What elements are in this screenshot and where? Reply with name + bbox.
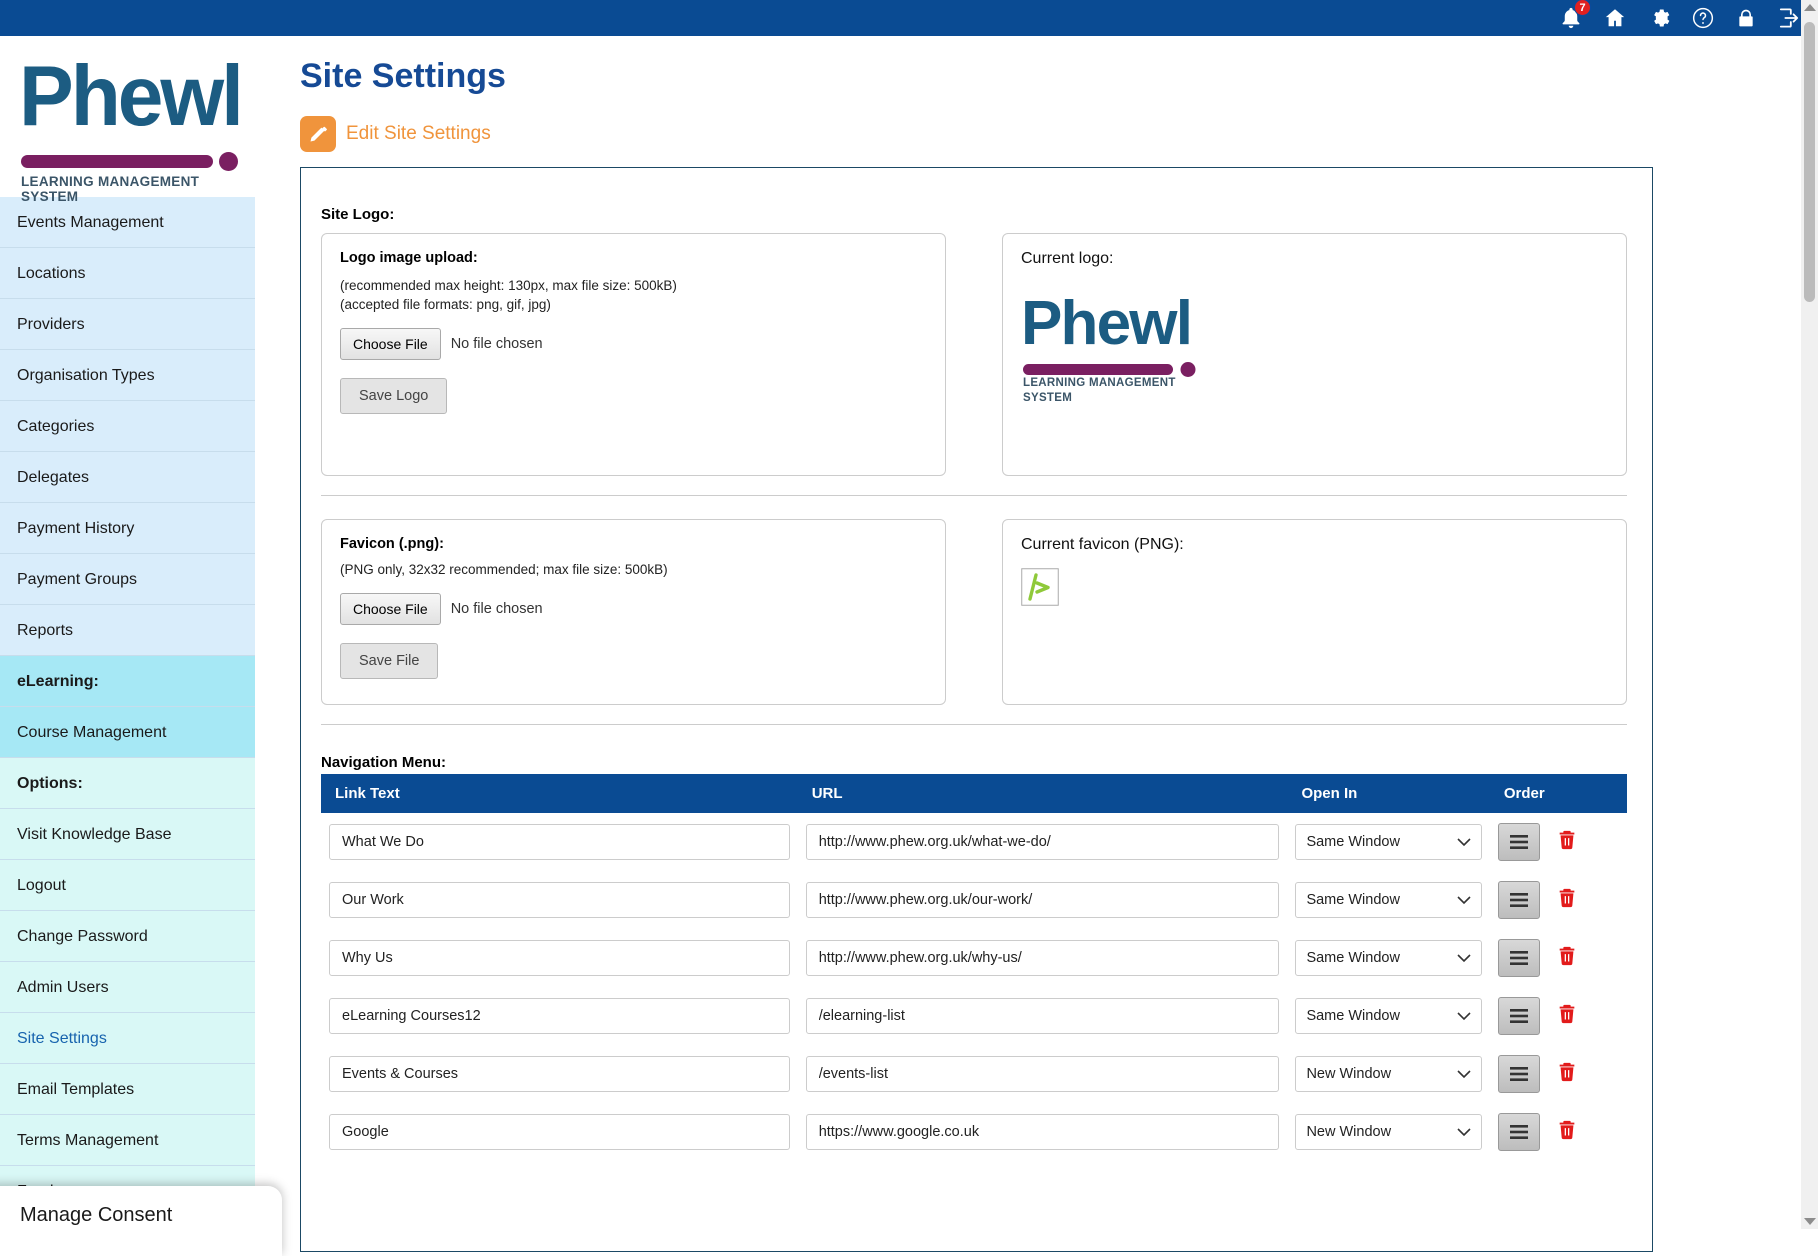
- svg-text:LEARNING MANAGEMENT: LEARNING MANAGEMENT: [1023, 377, 1176, 389]
- svg-text:Phewl: Phewl: [1021, 289, 1191, 358]
- svg-text:SYSTEM: SYSTEM: [1023, 392, 1072, 404]
